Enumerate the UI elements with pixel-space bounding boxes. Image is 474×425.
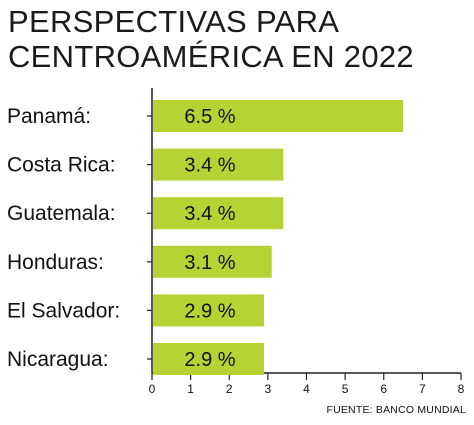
category-label: Nicaragua: <box>7 348 109 371</box>
x-tick-label: 1 <box>187 382 194 396</box>
bar-value-label: 3.4 % <box>184 155 235 177</box>
category-label: Panamá: <box>7 105 91 128</box>
x-tick-label: 2 <box>226 382 233 396</box>
x-tick-label: 0 <box>149 382 156 396</box>
bar-value-label: 2.9 % <box>184 300 235 322</box>
bar <box>153 294 265 327</box>
x-tick-label: 3 <box>265 382 272 396</box>
bar-value-label: 3.4 % <box>184 203 235 225</box>
category-label: Guatemala: <box>7 202 116 225</box>
category-label: Honduras: <box>7 251 104 274</box>
title-line-2: CENTROAMÉRICA EN 2022 <box>8 39 414 74</box>
x-tick-label: 5 <box>342 382 349 396</box>
chart-title: PERSPECTIVAS PARA CENTROAMÉRICA EN 2022 <box>8 4 468 74</box>
source-note: FUENTE: BANCO MUNDIAL <box>326 404 466 416</box>
bar <box>153 245 272 278</box>
bar-value-label: 6.5 % <box>184 106 235 128</box>
bar-value-label: 3.1 % <box>184 252 235 274</box>
bar <box>153 148 284 181</box>
x-tick-label: 8 <box>458 382 465 396</box>
bar-value-label: 2.9 % <box>184 349 235 371</box>
x-tick-label: 4 <box>303 382 310 396</box>
bar <box>153 197 284 230</box>
x-tick-label: 7 <box>419 382 426 396</box>
bar <box>153 343 265 375</box>
bar <box>153 100 404 132</box>
x-tick-label: 6 <box>380 382 387 396</box>
category-label: El Salvador: <box>7 299 120 322</box>
category-label: Costa Rica: <box>7 154 116 177</box>
title-line-1: PERSPECTIVAS PARA <box>8 4 340 39</box>
